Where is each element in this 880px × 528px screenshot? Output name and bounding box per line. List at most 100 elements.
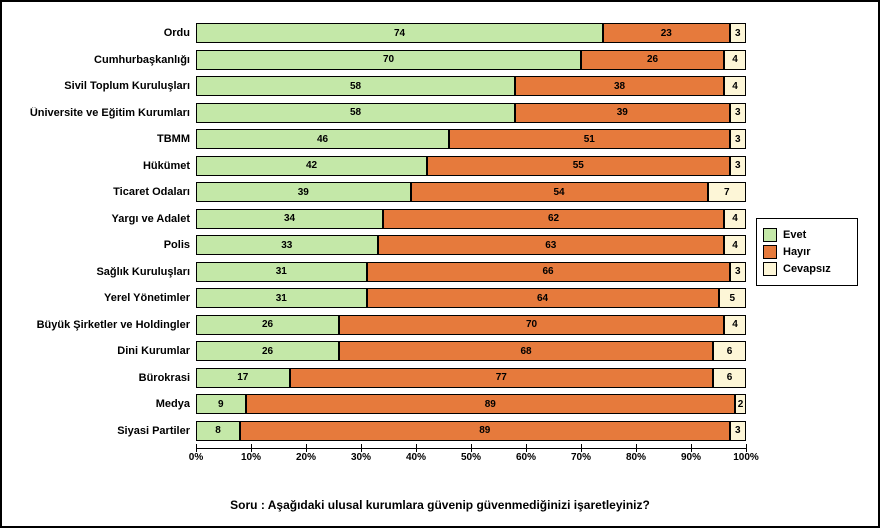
x-tick-label: 50%: [461, 452, 481, 463]
bar-value-label: 3: [735, 107, 741, 118]
bar-row: Hükümet42553: [196, 154, 746, 178]
chart-frame: Ordu74233Cumhurbaşkanlığı70264Sivil Topl…: [0, 0, 880, 528]
bar-value-label: 6: [727, 372, 733, 383]
bar-segment-hayir: 55: [427, 156, 730, 176]
row-label: Cumhurbaşkanlığı: [16, 54, 190, 66]
bar-stack: 9 89 2: [196, 394, 746, 414]
legend-swatch: [763, 262, 777, 276]
bar-segment-evet: 58: [196, 76, 515, 96]
x-tick: [581, 444, 582, 452]
bar-value-label: 3: [735, 266, 741, 277]
bar-segment-cevapsiz: 3: [730, 262, 747, 282]
bar-segment-evet: 31: [196, 262, 367, 282]
bar-segment-hayir: 66: [367, 262, 730, 282]
legend-label: Hayır: [783, 246, 811, 258]
bar-segment-hayir: 39: [515, 103, 730, 123]
bar-value-label: 3: [735, 425, 741, 436]
plot-area: Ordu74233Cumhurbaşkanlığı70264Sivil Topl…: [16, 12, 754, 492]
bar-segment-hayir: 77: [290, 368, 714, 388]
bar-stack: 70264: [196, 50, 746, 70]
bar-segment-hayir: 70: [339, 315, 724, 335]
legend-label: Evet: [783, 229, 806, 241]
bar-value-label: 4: [732, 54, 738, 65]
bar-value-label: 5: [729, 293, 735, 304]
legend-box: Evet Hayır Cevapsız: [756, 218, 858, 286]
bar-segment-hayir: 38: [515, 76, 724, 96]
bar-row: TBMM46513: [196, 127, 746, 151]
bar-segment-cevapsiz: 3: [730, 23, 747, 43]
row-label: Dini Kurumlar: [16, 345, 190, 357]
x-tick: [306, 444, 307, 452]
bar-value-label: 9: [218, 399, 224, 410]
bar-row: Polis33634: [196, 233, 746, 257]
bar-segment-cevapsiz: 3: [730, 129, 747, 149]
legend-item: Evet: [763, 228, 851, 242]
bar-row: Sivil Toplum Kuruluşları58384: [196, 74, 746, 98]
bar-segment-hayir: 64: [367, 288, 719, 308]
chart-body: Ordu74233Cumhurbaşkanlığı70264Sivil Topl…: [16, 12, 864, 492]
row-label: TBMM: [16, 133, 190, 145]
chart-caption: Soru : Aşağıdaki ulusal kurumlara güveni…: [16, 492, 864, 522]
bar-segment-evet: 34: [196, 209, 383, 229]
bar-segment-cevapsiz: 6: [713, 368, 746, 388]
legend-swatch: [763, 245, 777, 259]
bar-value-label: 89: [485, 399, 496, 410]
bar-row: Sağlık Kuruluşları31663: [196, 260, 746, 284]
bar-value-label: 3: [735, 28, 741, 39]
bar-row: Siyasi Partiler8893: [196, 419, 746, 443]
row-label: Polis: [16, 239, 190, 251]
bar-value-label: 23: [661, 28, 672, 39]
bar-row: Üniversite ve Eğitim Kurumları58393: [196, 101, 746, 125]
bar-value-label: 8: [215, 425, 221, 436]
bar-stack: 5838 4: [196, 76, 746, 96]
row-label: Hükümet: [16, 160, 190, 172]
bar-segment-hayir: 68: [339, 341, 713, 361]
legend-swatch: [763, 228, 777, 242]
x-tick: [251, 444, 252, 452]
bar-value-label: 6: [727, 346, 733, 357]
x-tick: [691, 444, 692, 452]
bar-value-label: 31: [276, 293, 287, 304]
bar-stack: 33634: [196, 235, 746, 255]
bar-value-label: 31: [276, 266, 287, 277]
bar-row: Yerel Yönetimler31645: [196, 286, 746, 310]
x-tick: [196, 444, 197, 452]
x-tick: [471, 444, 472, 452]
bar-row: Bürokrasi17776: [196, 366, 746, 390]
bar-value-label: 54: [553, 187, 564, 198]
bar-value-label: 70: [383, 54, 394, 65]
bar-segment-cevapsiz: 3: [730, 103, 747, 123]
x-tick-label: 60%: [516, 452, 536, 463]
bar-value-label: 77: [496, 372, 507, 383]
bar-segment-hayir: 63: [378, 235, 725, 255]
bar-row: Ordu74233: [196, 21, 746, 45]
bar-value-label: 33: [281, 240, 292, 251]
bar-stack: 58393: [196, 103, 746, 123]
bar-stack: 46513: [196, 129, 746, 149]
x-tick-label: 10%: [241, 452, 261, 463]
bar-segment-cevapsiz: 4: [724, 315, 746, 335]
bar-segment-hayir: 23: [603, 23, 730, 43]
bar-segment-cevapsiz: 2: [735, 394, 746, 414]
bar-segment-evet: 8: [196, 421, 240, 441]
row-label: Medya: [16, 398, 190, 410]
bar-stack: 74233: [196, 23, 746, 43]
bar-value-label: 3: [735, 160, 741, 171]
bar-segment-cevapsiz: 4: [724, 209, 746, 229]
bar-segment-cevapsiz: 4: [724, 50, 746, 70]
legend-item: Cevapsız: [763, 262, 851, 276]
row-label: Sivil Toplum Kuruluşları: [16, 80, 190, 92]
x-tick-label: 40%: [406, 452, 426, 463]
bar-value-label: 7: [724, 187, 730, 198]
bar-value-label: 4: [732, 81, 738, 92]
x-tick-label: 0%: [189, 452, 203, 463]
row-label: Yerel Yönetimler: [16, 292, 190, 304]
bar-segment-cevapsiz: 5: [719, 288, 747, 308]
bar-value-label: 26: [262, 319, 273, 330]
bar-row: Ticaret Odaları39547: [196, 180, 746, 204]
bar-value-label: 3: [735, 134, 741, 145]
row-label: Yargı ve Adalet: [16, 213, 190, 225]
row-label: Sağlık Kuruluşları: [16, 266, 190, 278]
bar-stack: 34624: [196, 209, 746, 229]
bar-stack: 17776: [196, 368, 746, 388]
